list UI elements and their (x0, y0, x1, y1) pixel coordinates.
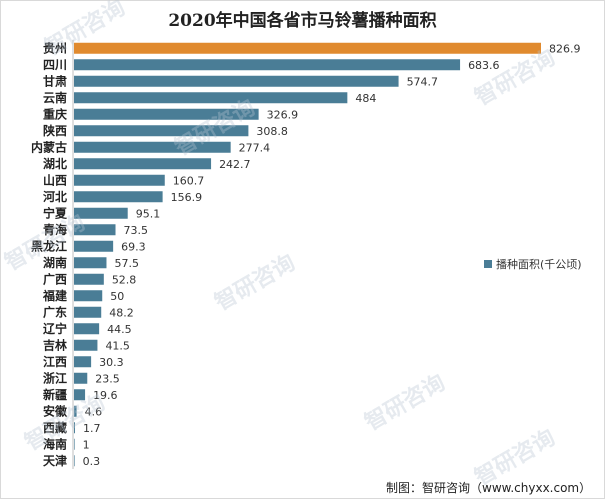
value-label: 160.7 (173, 174, 205, 187)
category-label: 青海 (43, 222, 67, 237)
legend-swatch (484, 260, 492, 268)
value-label: 826.9 (549, 42, 581, 55)
bar (74, 42, 541, 54)
value-label: 19.6 (93, 389, 118, 402)
value-label: 1 (83, 438, 90, 451)
category-label: 黑龙江 (31, 238, 67, 253)
bar (74, 290, 103, 302)
category-label: 新疆 (43, 387, 67, 402)
value-label: 683.6 (468, 59, 500, 72)
value-label: 23.5 (95, 372, 120, 385)
chart-legend: 播种面积(千公顷) (484, 256, 582, 272)
bar (74, 207, 128, 219)
bar (74, 438, 75, 450)
bar (74, 75, 399, 87)
value-label: 69.3 (121, 240, 146, 253)
category-label: 安徽 (43, 403, 68, 418)
category-label: 宁夏 (43, 205, 68, 220)
bar (74, 59, 461, 71)
value-label: 50 (110, 290, 124, 303)
value-label: 95.1 (136, 207, 161, 220)
category-label: 甘肃 (43, 73, 67, 88)
value-label: 326.9 (267, 108, 299, 121)
category-label: 山西 (43, 172, 67, 187)
value-label: 4.6 (85, 405, 103, 418)
value-label: 30.3 (99, 356, 124, 369)
bar (74, 389, 86, 401)
bar (74, 323, 100, 335)
value-label: 156.9 (171, 191, 203, 204)
value-label: 484 (355, 92, 376, 105)
category-label: 湖北 (43, 156, 67, 171)
category-label: 海南 (43, 436, 67, 451)
category-label: 河北 (42, 189, 67, 204)
category-label: 吉林 (43, 337, 67, 352)
value-label: 52.8 (112, 273, 137, 286)
chart-title: 2020年中国各省市马铃薯播种面积 (168, 11, 437, 31)
bar (74, 141, 231, 153)
value-label: 0.3 (83, 455, 101, 468)
value-label: 277.4 (239, 141, 271, 154)
category-label: 陕西 (43, 123, 67, 138)
bar (74, 92, 348, 104)
category-label: 辽宁 (43, 321, 67, 336)
category-label: 四川 (43, 58, 67, 72)
category-label: 重庆 (43, 106, 67, 121)
bar (74, 372, 88, 384)
value-label: 242.7 (219, 158, 251, 171)
legend-label: 播种面积(千公顷) (496, 258, 582, 271)
category-label: 天津 (43, 453, 67, 468)
category-label: 湖南 (43, 255, 67, 270)
value-label: 73.5 (124, 224, 149, 237)
bar (74, 240, 114, 252)
bar (74, 405, 77, 417)
value-label: 574.7 (407, 75, 439, 88)
bar (74, 306, 102, 318)
category-label: 江西 (43, 354, 67, 369)
bar (74, 273, 104, 285)
source-note: 制图：智研咨询（www.chyxx.com） (386, 481, 592, 495)
category-label: 福建 (42, 288, 68, 303)
value-label: 44.5 (107, 323, 132, 336)
category-label: 广东 (43, 304, 67, 319)
bar (74, 422, 75, 434)
category-label: 广西 (43, 271, 67, 286)
category-label: 贵州 (43, 40, 67, 55)
bar (74, 158, 212, 170)
bar (74, 125, 249, 137)
bar (74, 108, 259, 120)
value-label: 48.2 (109, 306, 134, 319)
category-label: 浙江 (43, 370, 67, 385)
bar (74, 224, 116, 236)
bar (74, 174, 165, 186)
category-label: 云南 (43, 90, 67, 105)
bar (74, 257, 107, 269)
category-label: 内蒙古 (31, 139, 67, 154)
value-label: 41.5 (105, 339, 129, 352)
bar (74, 455, 75, 467)
value-label: 1.7 (83, 422, 101, 435)
bar (74, 339, 98, 351)
bar (74, 356, 92, 368)
category-label: 西藏 (43, 420, 67, 435)
value-label: 308.8 (256, 125, 288, 138)
value-label: 57.5 (114, 257, 139, 270)
bar (74, 191, 163, 203)
